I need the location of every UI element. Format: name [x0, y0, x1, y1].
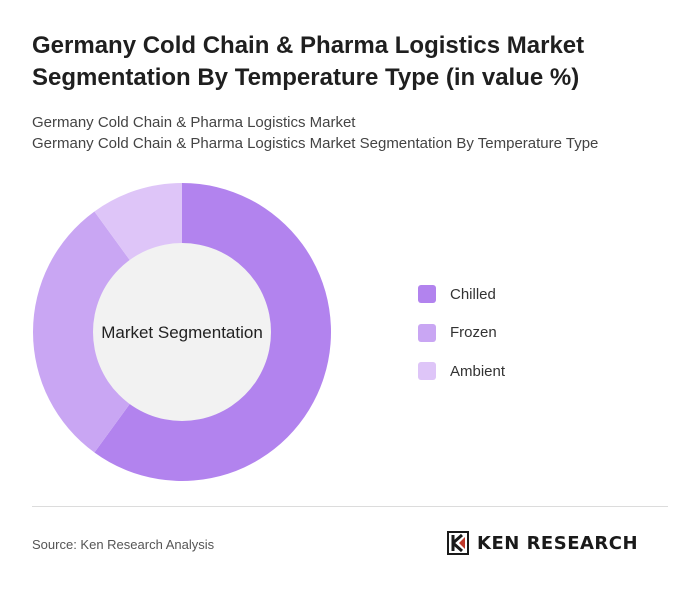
chart-subtitle-2: Germany Cold Chain & Pharma Logistics Ma… — [32, 135, 599, 152]
legend-label-chilled: Chilled — [450, 285, 496, 303]
legend-item-frozen: Frozen — [418, 321, 505, 345]
ken-research-logo-icon — [447, 531, 469, 555]
ken-research-logo: KEN RESEARCH — [447, 530, 638, 556]
legend-label-ambient: Ambient — [450, 362, 506, 380]
legend-swatch-frozen — [418, 323, 436, 342]
ken-research-logo-text: KEN RESEARCH — [477, 532, 639, 554]
chart-title: Germany Cold Chain & Pharma Logistics Ma… — [32, 32, 585, 91]
donut-center-label: Market Segmentation — [101, 323, 263, 342]
legend-label-frozen: Frozen — [450, 324, 497, 341]
source-note: Source: Ken Research Analysis — [32, 537, 215, 552]
donut-chart: Market Segmentation — [32, 183, 331, 481]
legend-swatch-ambient — [418, 362, 436, 380]
chart-legend: Chilled Frozen Ambient — [418, 282, 505, 398]
legend-item-chilled: Chilled — [418, 282, 505, 306]
donut-hole — [93, 243, 271, 421]
legend-item-ambient: Ambient — [418, 359, 505, 383]
chart-subtitle-1: Germany Cold Chain & Pharma Logistics Ma… — [32, 114, 356, 131]
footer-divider — [32, 506, 668, 507]
legend-swatch-chilled — [418, 285, 436, 303]
